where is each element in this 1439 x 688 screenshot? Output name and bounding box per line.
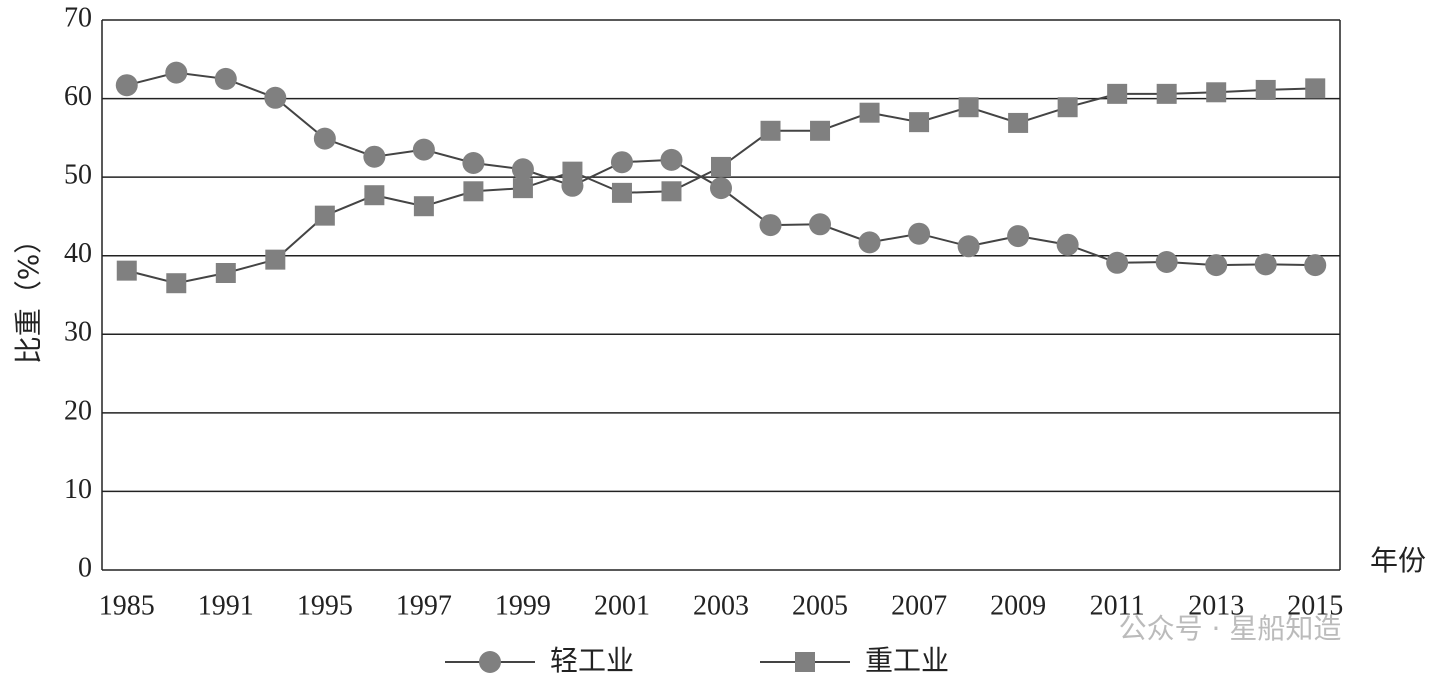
data-point xyxy=(166,273,187,294)
data-point xyxy=(760,120,781,141)
data-point xyxy=(809,213,832,236)
data-point xyxy=(562,161,583,182)
x-tick-label: 1997 xyxy=(396,590,452,621)
x-tick-label: 2009 xyxy=(990,590,1046,621)
data-point xyxy=(1107,83,1128,104)
data-point xyxy=(314,205,335,226)
data-point xyxy=(512,178,533,199)
legend-label: 轻工业 xyxy=(550,644,634,677)
data-point xyxy=(759,214,782,237)
data-point xyxy=(413,196,434,217)
data-point xyxy=(660,148,683,171)
data-point xyxy=(215,263,236,283)
y-axis-label: 比重（%） xyxy=(12,226,45,365)
legend-marker xyxy=(795,652,815,672)
data-point xyxy=(214,67,237,90)
data-point xyxy=(412,138,435,161)
y-tick-label: 20 xyxy=(64,395,92,426)
y-tick-label: 30 xyxy=(64,317,92,348)
data-point xyxy=(858,231,881,254)
x-tick-label: 2005 xyxy=(792,590,848,621)
data-point xyxy=(165,61,188,84)
data-point xyxy=(313,127,336,150)
data-point xyxy=(1305,78,1326,99)
data-point xyxy=(610,151,633,174)
data-point xyxy=(1057,97,1078,118)
data-point xyxy=(1255,79,1276,100)
y-tick-label: 60 xyxy=(64,81,92,112)
data-point xyxy=(1206,82,1227,103)
data-point xyxy=(462,152,485,174)
data-point xyxy=(463,181,484,202)
data-point xyxy=(957,235,980,258)
x-tick-label: 2007 xyxy=(891,590,947,621)
data-point xyxy=(364,185,385,206)
data-point xyxy=(1205,254,1228,277)
data-point xyxy=(1106,251,1129,274)
data-point xyxy=(710,177,732,200)
x-tick-label: 1999 xyxy=(495,590,551,621)
watermark: 公众号 · 星船知造 xyxy=(1119,612,1342,645)
x-tick-label: 1991 xyxy=(198,590,254,621)
data-point xyxy=(908,222,931,245)
data-point xyxy=(1056,233,1079,256)
x-tick-label: 2011 xyxy=(1090,590,1145,621)
data-point xyxy=(115,74,138,97)
data-point xyxy=(958,97,979,118)
y-tick-label: 0 xyxy=(78,552,92,583)
data-point xyxy=(511,158,534,181)
data-point xyxy=(1254,253,1277,276)
x-tick-label: 1995 xyxy=(297,590,353,621)
data-point xyxy=(661,181,682,202)
x-tick-label: 2013 xyxy=(1188,590,1244,621)
data-point xyxy=(859,102,880,123)
data-point xyxy=(264,86,287,109)
legend-marker xyxy=(479,651,501,673)
data-point xyxy=(1007,225,1030,248)
data-point xyxy=(1008,112,1029,133)
x-tick-label: 1985 xyxy=(99,590,155,621)
x-tick-label: 2001 xyxy=(594,590,650,621)
data-point xyxy=(1155,251,1178,273)
x-tick-label: 2003 xyxy=(693,590,749,621)
data-point xyxy=(1304,254,1327,277)
y-tick-label: 70 xyxy=(64,2,92,33)
y-tick-label: 10 xyxy=(64,474,92,505)
data-point xyxy=(711,156,731,177)
data-point xyxy=(1156,83,1177,104)
y-tick-label: 40 xyxy=(64,238,92,269)
x-tick-label: 2015 xyxy=(1287,590,1343,621)
data-point xyxy=(611,182,632,203)
y-tick-label: 50 xyxy=(64,160,92,191)
data-point xyxy=(363,145,386,168)
data-point xyxy=(810,120,831,141)
data-point xyxy=(265,249,286,270)
data-point xyxy=(116,260,137,281)
legend-label: 重工业 xyxy=(865,644,949,677)
x-axis-label: 年份 xyxy=(1370,544,1426,577)
data-point xyxy=(909,112,930,133)
